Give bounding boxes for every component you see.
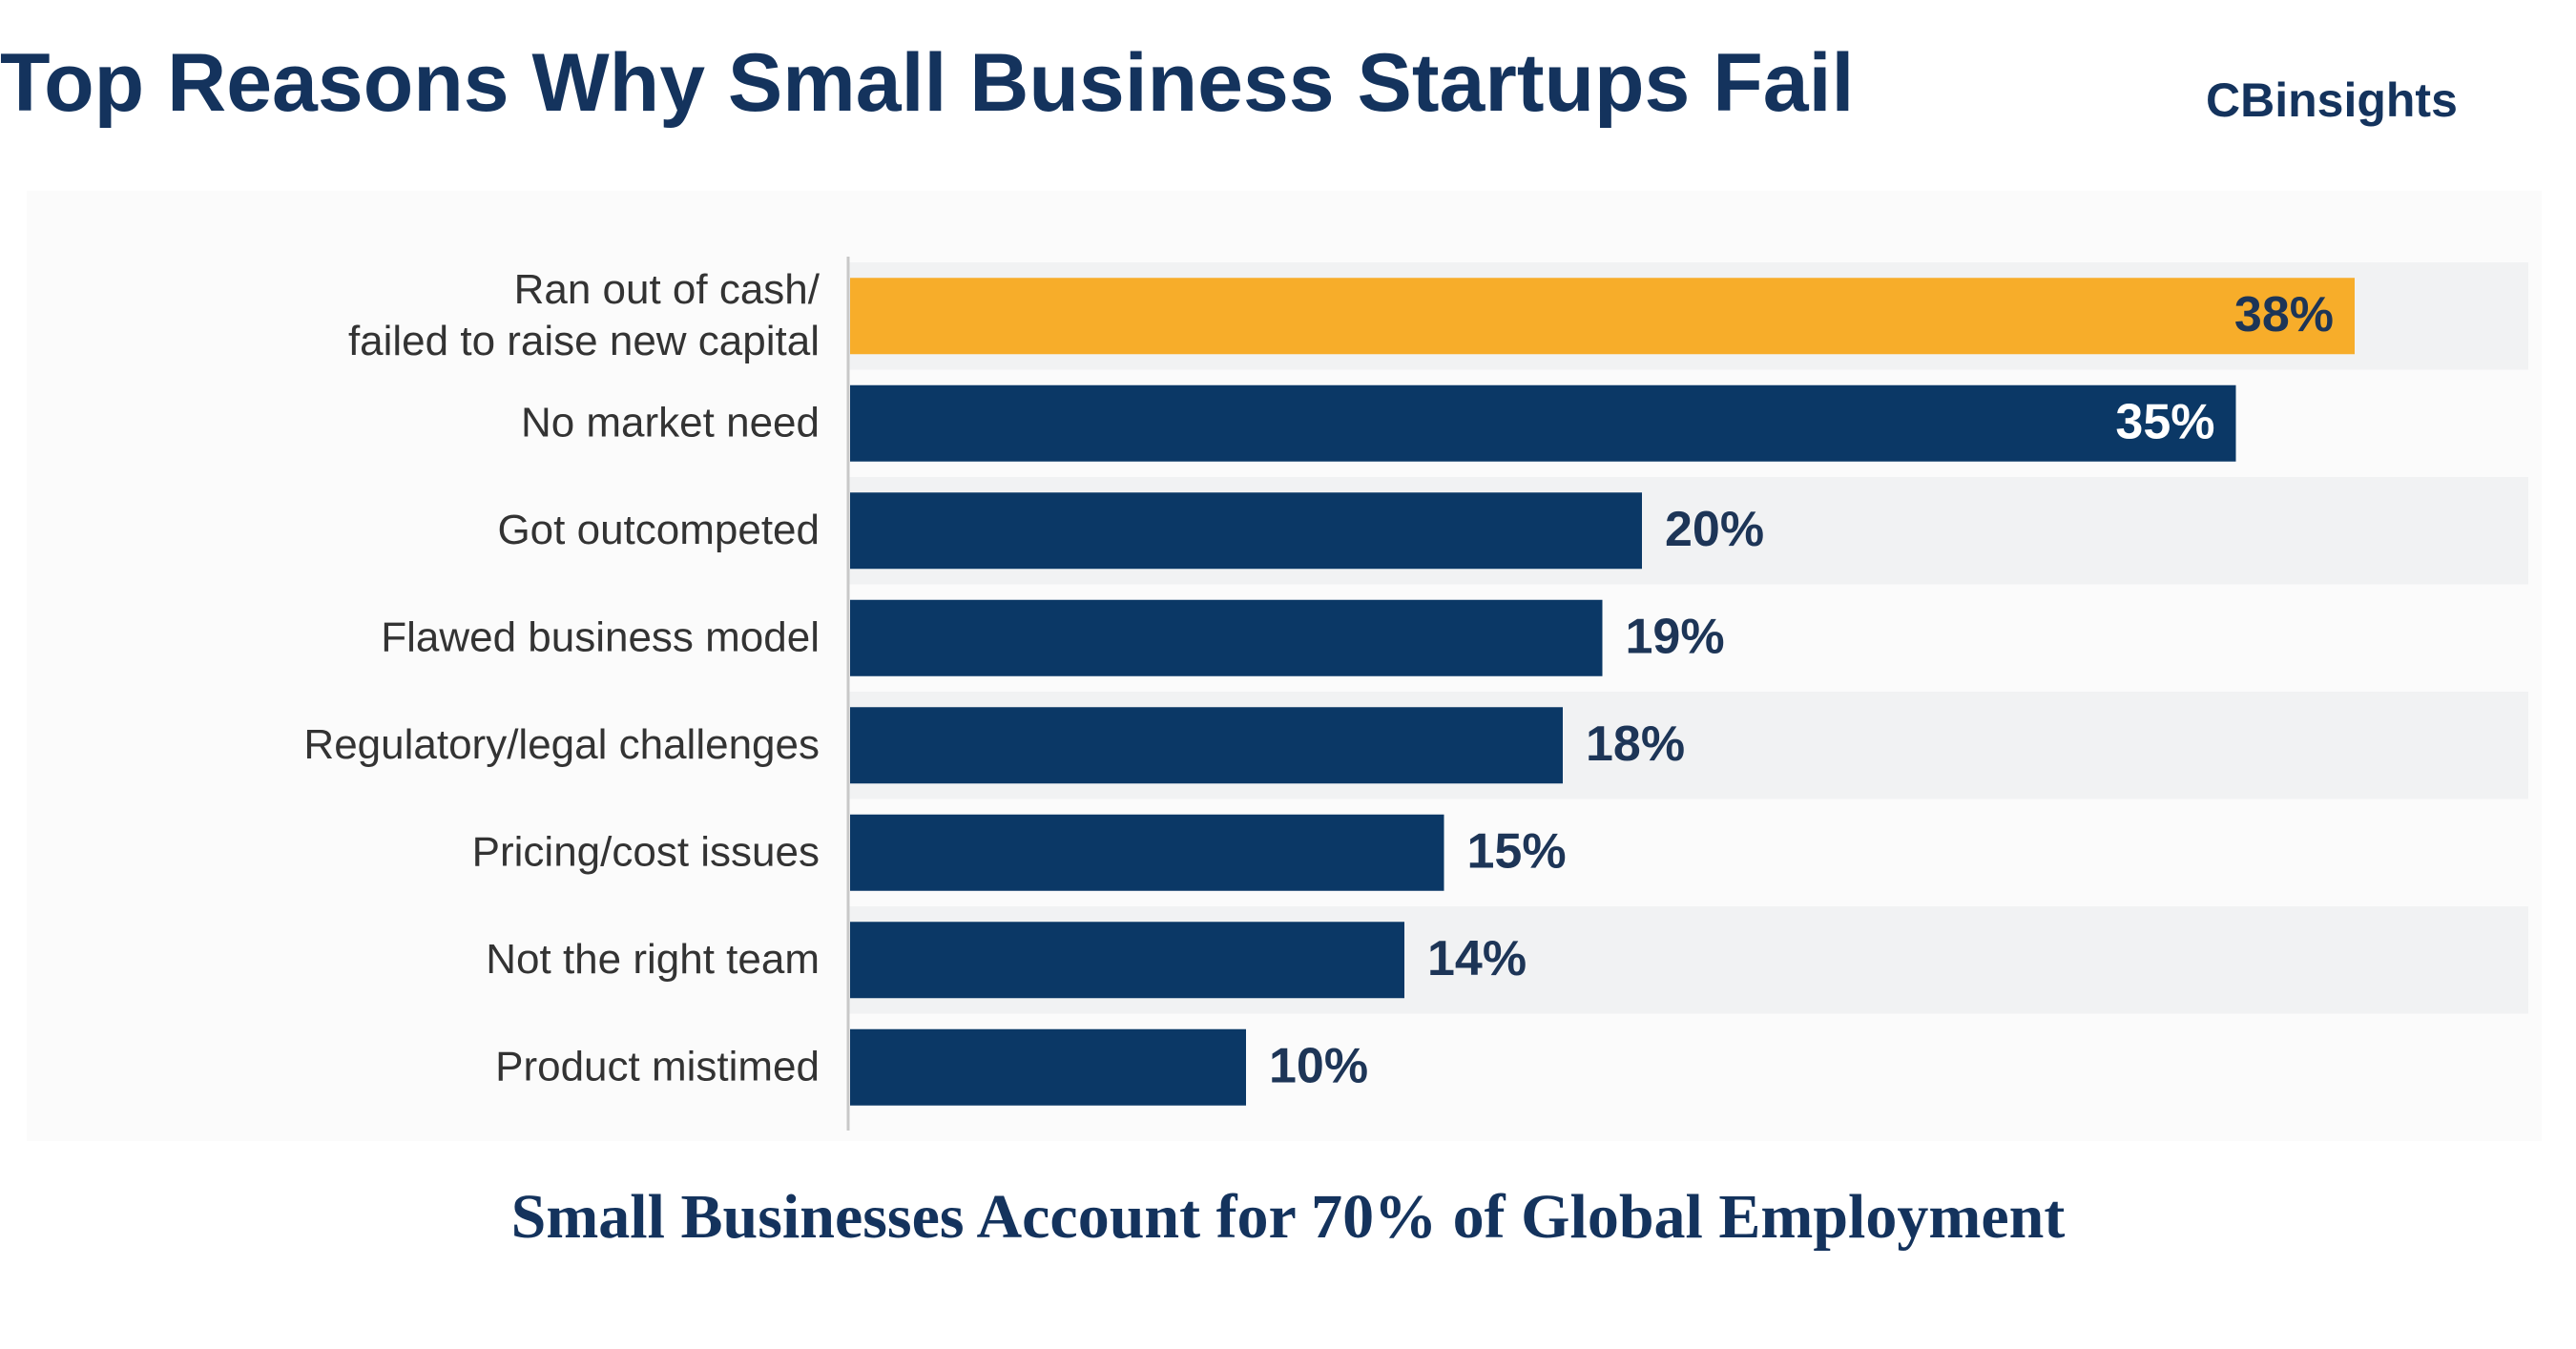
bar [850,599,1603,676]
category-label: Pricing/cost issues [472,828,820,875]
bar [850,492,1642,570]
value-label: 35% [2115,394,2214,449]
category-label: Got outcompeted [497,507,820,553]
value-label: 38% [2234,287,2334,342]
bar [850,278,2355,355]
footer-caption: Small Businesses Account for 70% of Glob… [510,1182,2066,1252]
category-label: Regulatory/legal challenges [303,721,820,768]
category-label: Ran out of cash/ [514,266,821,313]
page-title: Top Reasons Why Small Business Startups … [0,37,1855,129]
value-label: 10% [1269,1038,1368,1093]
category-label: Not the right team [486,936,820,983]
category-label: Flawed business model [381,613,820,660]
value-label: 20% [1665,502,1764,557]
value-label: 14% [1427,931,1527,986]
category-label: failed to raise new capital [348,318,820,364]
value-label: 18% [1586,716,1685,772]
brand-logo-text: CBinsights [2206,73,2458,127]
bar [850,922,1404,999]
bar [850,814,1444,891]
bar [850,1028,1246,1106]
bar [850,384,2236,462]
bar-chart: 38% Ran out of cash/failed to raise new c… [303,257,2528,1131]
category-label: No market need [521,399,820,446]
category-label: Product mistimed [495,1043,820,1090]
bar [850,707,1563,784]
value-label: 15% [1467,823,1567,879]
chart-panel: 38% Ran out of cash/failed to raise new c… [27,191,2542,1141]
value-label: 19% [1626,609,1725,664]
